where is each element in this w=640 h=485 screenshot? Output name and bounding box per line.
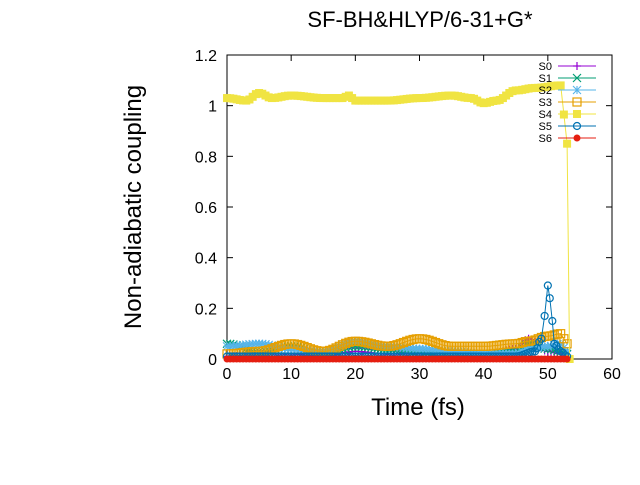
data-point-s3 — [331, 343, 341, 353]
data-point-s3 — [366, 339, 376, 349]
data-point-s5 — [537, 334, 546, 343]
data-point-s2 — [533, 343, 543, 352]
data-point-s4 — [556, 81, 565, 90]
data-point-s4 — [563, 139, 572, 148]
legend-marker-s2 — [572, 85, 582, 95]
data-point-s3 — [530, 335, 540, 345]
y-tick-label: 0 — [208, 352, 217, 369]
series-line-s4 — [226, 84, 571, 360]
y-tick-label: 1 — [208, 99, 217, 116]
data-point-s3 — [270, 343, 280, 353]
data-point-s3 — [424, 335, 434, 345]
data-point-s3 — [369, 339, 380, 350]
x-tick-label: 0 — [223, 366, 232, 383]
series-s4 — [223, 81, 574, 363]
plot-area: 0 10 20 30 40 50 60 0 0.2 0.4 0.6 0.8 1 1.2 — [195, 48, 621, 383]
data-point-s3 — [533, 334, 543, 344]
data-point-s3 — [276, 340, 287, 350]
y-tick-label: 0.4 — [195, 251, 217, 268]
data-point-s5 — [545, 294, 554, 303]
data-point-s3 — [562, 339, 572, 349]
data-point-s3 — [546, 331, 556, 341]
legend-label-s4: S4 — [539, 109, 552, 121]
series-s6 — [223, 355, 571, 363]
data-point-s3 — [302, 343, 312, 353]
x-tick-label: 10 — [282, 366, 300, 383]
data-point-s3 — [559, 334, 569, 344]
data-point-s3 — [334, 341, 344, 351]
legend-marker-s0 — [573, 62, 581, 70]
data-point-s6 — [563, 355, 571, 363]
data-point-s3 — [292, 339, 303, 350]
legend-label-s6: S6 — [539, 133, 552, 145]
data-point-s3 — [389, 341, 399, 351]
data-point-s4 — [559, 110, 568, 119]
legend-marker-s1 — [572, 73, 582, 83]
data-point-s3 — [344, 337, 354, 347]
legend-marker-s6 — [573, 134, 581, 142]
data-point-s3 — [536, 332, 547, 343]
data-point-s3 — [395, 339, 405, 349]
data-point-s3 — [337, 340, 348, 350]
x-tick-label: 20 — [346, 366, 364, 383]
legend-label-s5: S5 — [539, 121, 552, 133]
data-point-s3 — [556, 329, 566, 339]
data-point-s3 — [434, 339, 444, 349]
x-tick-label: 40 — [475, 366, 493, 383]
y-tick-label: 1.2 — [195, 48, 217, 65]
data-point-s2 — [277, 343, 286, 353]
x-tick-label: 50 — [539, 366, 557, 383]
legend-label-s1: S1 — [539, 73, 552, 85]
y-tick-label: 0.8 — [195, 149, 217, 166]
data-point-s3 — [299, 341, 309, 352]
data-point-s3 — [360, 337, 370, 347]
data-point-s3 — [517, 337, 527, 348]
data-point-s5 — [540, 311, 549, 321]
x-tick-label: 60 — [603, 366, 621, 383]
x-tick-label: 30 — [411, 366, 429, 383]
data-point-s3 — [421, 334, 431, 345]
data-point-s3 — [514, 338, 524, 349]
data-point-s3 — [341, 338, 351, 348]
legend-marker-s5 — [572, 121, 582, 131]
x-axis-label: Time (fs) — [371, 394, 465, 421]
data-point-s5 — [550, 339, 559, 348]
data-point-s2 — [549, 340, 559, 350]
y-tick-label: 0.6 — [195, 200, 217, 217]
data-point-s3 — [296, 340, 306, 350]
data-point-s3 — [405, 335, 415, 345]
data-point-s5 — [548, 316, 557, 326]
y-axis-label: Non-adiabatic coupling — [120, 85, 147, 329]
data-point-s3 — [437, 340, 447, 350]
data-point-s5 — [543, 281, 552, 290]
data-point-s3 — [398, 337, 409, 348]
data-point-s2 — [261, 339, 270, 349]
data-point-s3 — [427, 336, 437, 346]
chart-title: SF-BH&HLYP/6-31+G* — [307, 7, 533, 32]
legend-label-s2: S2 — [539, 85, 552, 97]
legend-marker-s3 — [572, 97, 582, 107]
legend-marker-s4 — [573, 110, 581, 118]
data-point-s3 — [430, 337, 441, 348]
y-tick-label: 0.2 — [195, 301, 217, 318]
data-point-s3 — [402, 336, 412, 346]
legend-label-s0: S0 — [539, 61, 552, 73]
data-point-s2 — [270, 341, 280, 351]
data-point-s3 — [363, 338, 373, 348]
data-point-s2 — [520, 345, 530, 354]
data-point-s2 — [562, 347, 572, 356]
data-point-s3 — [392, 340, 402, 350]
legend-label-s3: S3 — [539, 97, 552, 109]
data-point-s2 — [273, 342, 283, 352]
series-s3 — [222, 329, 572, 359]
data-point-s3 — [273, 341, 283, 352]
